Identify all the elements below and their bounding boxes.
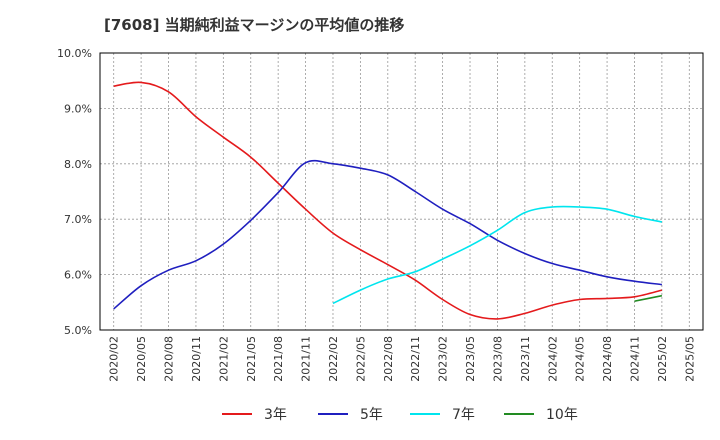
x-tick-label: 2023/08 bbox=[491, 336, 504, 382]
legend-label-0: 3年 bbox=[264, 407, 287, 423]
x-tick-label: 2022/05 bbox=[354, 336, 367, 382]
x-tick-label: 2020/11 bbox=[190, 336, 203, 382]
x-tick-label: 2020/08 bbox=[163, 336, 176, 382]
plot-area-border bbox=[99, 52, 704, 331]
y-tick-label: 6.0% bbox=[64, 269, 92, 282]
series-line-0 bbox=[113, 81, 663, 320]
x-tick-label: 2020/02 bbox=[108, 336, 121, 382]
y-tick-label: 9.0% bbox=[64, 102, 92, 115]
series-line-2 bbox=[332, 205, 663, 305]
x-tick-label: 2021/11 bbox=[300, 336, 313, 382]
x-tick-label: 2020/05 bbox=[135, 336, 148, 382]
series-lines bbox=[113, 81, 663, 320]
x-axis-ticks: 2020/02 2020/05 2020/08 2020/11 2021/02 2021/… bbox=[108, 336, 697, 382]
x-tick-label: 2023/05 bbox=[464, 336, 477, 382]
x-tick-label: 2025/05 bbox=[683, 336, 696, 382]
x-tick-label: 2021/02 bbox=[217, 336, 230, 382]
x-tick-label: 2022/02 bbox=[327, 336, 340, 382]
x-tick-label: 2025/02 bbox=[656, 336, 669, 382]
x-tick-label: 2024/02 bbox=[546, 336, 559, 382]
y-tick-label: 8.0% bbox=[64, 158, 92, 171]
x-tick-label: 2022/08 bbox=[382, 336, 395, 382]
y-tick-label: 7.0% bbox=[64, 213, 92, 226]
x-tick-label: 2024/08 bbox=[601, 336, 614, 382]
series-line-1 bbox=[113, 159, 663, 310]
x-tick-label: 2021/05 bbox=[245, 336, 258, 382]
y-tick-label: 5.0% bbox=[64, 324, 92, 337]
y-axis-ticks: 5.0% 6.0% 7.0% 8.0% 9.0% 10.0% bbox=[57, 47, 92, 337]
x-tick-label: 2024/05 bbox=[574, 336, 587, 382]
y-tick-label: 10.0% bbox=[57, 47, 92, 60]
x-tick-label: 2021/08 bbox=[272, 336, 285, 382]
legend: 3年 5年 7年 10年 bbox=[222, 407, 578, 423]
x-tick-label: 2023/11 bbox=[519, 336, 532, 382]
x-tick-label: 2024/11 bbox=[628, 336, 641, 382]
chart-title: [7608] 当期純利益マージンの平均値の推移 bbox=[104, 16, 405, 34]
legend-label-1: 5年 bbox=[360, 407, 383, 423]
x-tick-label: 2023/02 bbox=[437, 336, 450, 382]
series-line-3 bbox=[634, 294, 663, 302]
legend-label-3: 10年 bbox=[546, 407, 578, 423]
grid-lines bbox=[100, 52, 703, 331]
legend-label-2: 7年 bbox=[452, 407, 475, 423]
x-tick-label: 2022/11 bbox=[409, 336, 422, 382]
